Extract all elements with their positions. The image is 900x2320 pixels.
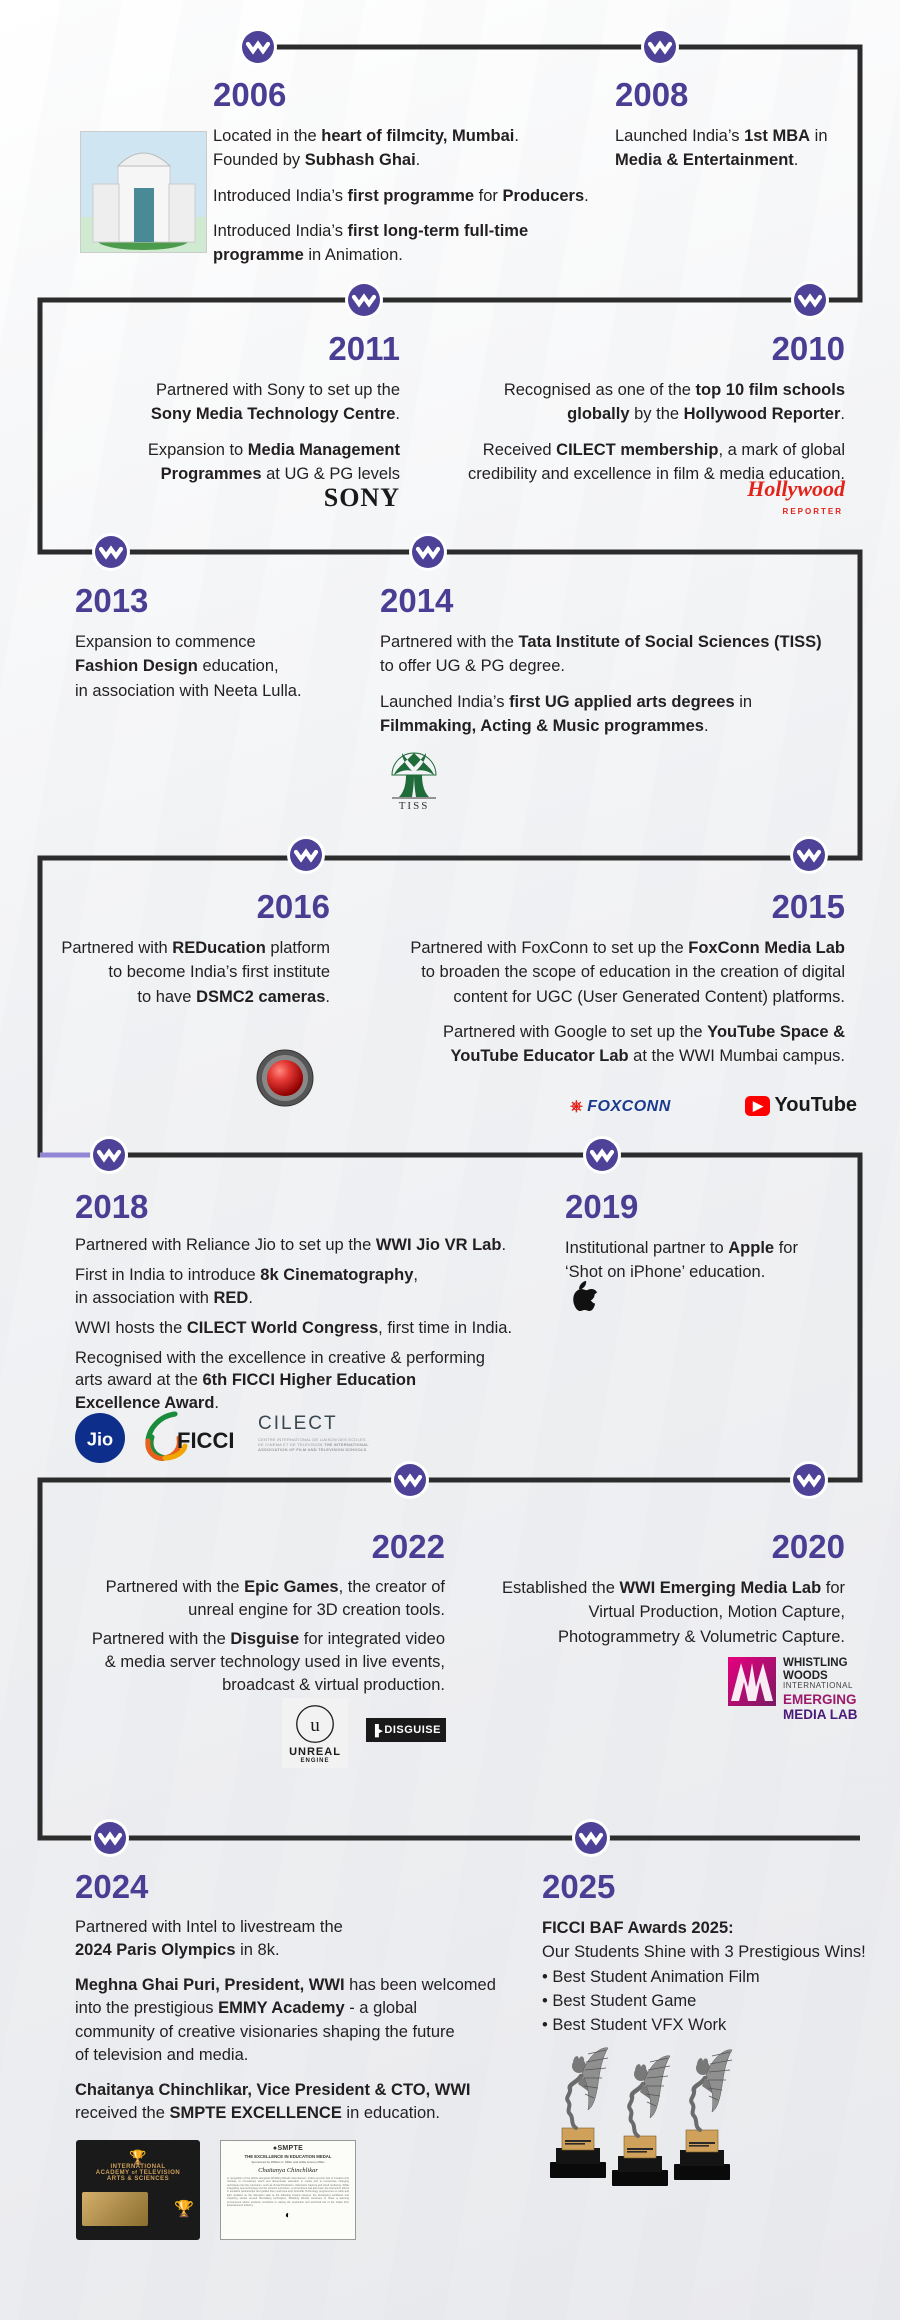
svg-text:Jio: Jio: [87, 1430, 113, 1450]
svg-text:u: u: [310, 1715, 320, 1736]
svg-text:TISS: TISS: [399, 800, 430, 812]
svg-text:FICCI: FICCI: [177, 1428, 234, 1453]
